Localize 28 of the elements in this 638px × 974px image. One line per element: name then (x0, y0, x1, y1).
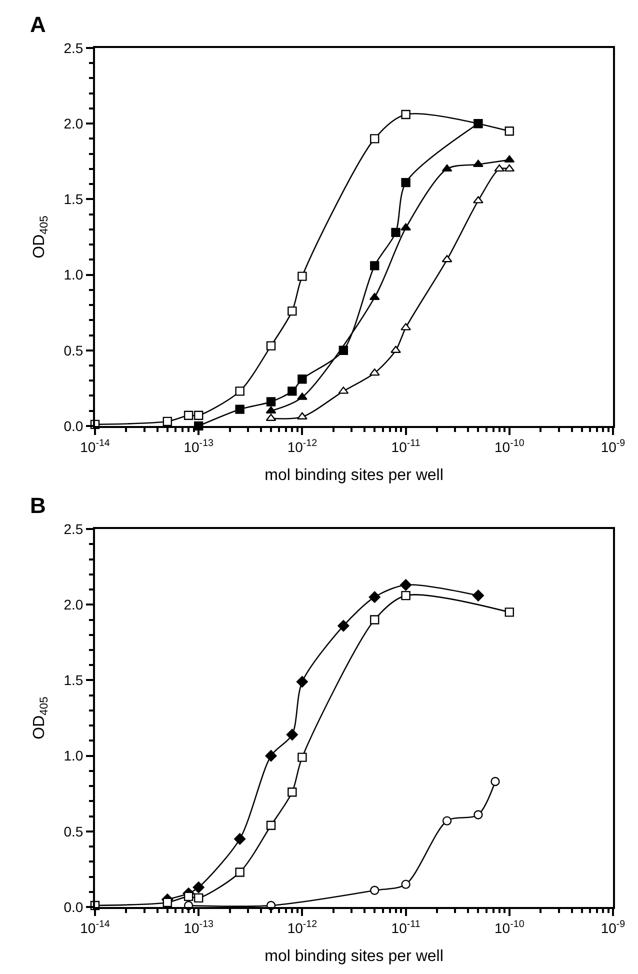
y-tick-label: 0.0 (64, 418, 84, 434)
y-tick-label: 1.5 (64, 672, 84, 688)
x-tick-label: 10$^{-9}$ (600, 438, 626, 455)
y-tick-label: 0.0 (64, 898, 84, 915)
x-tick-label: 10$^{-11}$ (391, 918, 420, 936)
x-axis-title: mol binding sites per well (264, 948, 444, 965)
y-tick-label: 0.5 (64, 342, 84, 358)
y-tick-label: 2.0 (64, 596, 84, 613)
x-tick-label: 10$^{-9}$ (600, 918, 626, 936)
x-tick-label: 10$^{-13}$ (184, 438, 214, 455)
y-tick-label: 2.5 (64, 520, 84, 537)
y-tick-label: 1.0 (64, 748, 84, 764)
x-tick-label: 10$^{-12}$ (287, 438, 318, 455)
x-tick-label: 10$^{-13}$ (184, 918, 214, 936)
y-tick-label: 2.5 (64, 40, 84, 56)
y-tick-label: 0.5 (64, 823, 84, 840)
x-tick-label: 10$^{-10}$ (494, 918, 525, 936)
x-tick-label: 10$^{-10}$ (494, 438, 525, 455)
y-tick-label: 1.5 (64, 191, 84, 208)
text: A (30, 12, 46, 37)
x-tick-label: 10$^{-12}$ (287, 918, 318, 936)
x-axis-title: mol binding sites per well (264, 466, 444, 484)
x-tick-label: 10$^{-11}$ (391, 438, 420, 455)
y-tick-label: 1.0 (64, 266, 84, 283)
x-tick-label: 10$^{-14}$ (80, 438, 110, 455)
text: B (30, 493, 46, 518)
y-tick-label: 2.0 (64, 115, 84, 132)
x-tick-label: 10$^{-14}$ (80, 918, 110, 936)
